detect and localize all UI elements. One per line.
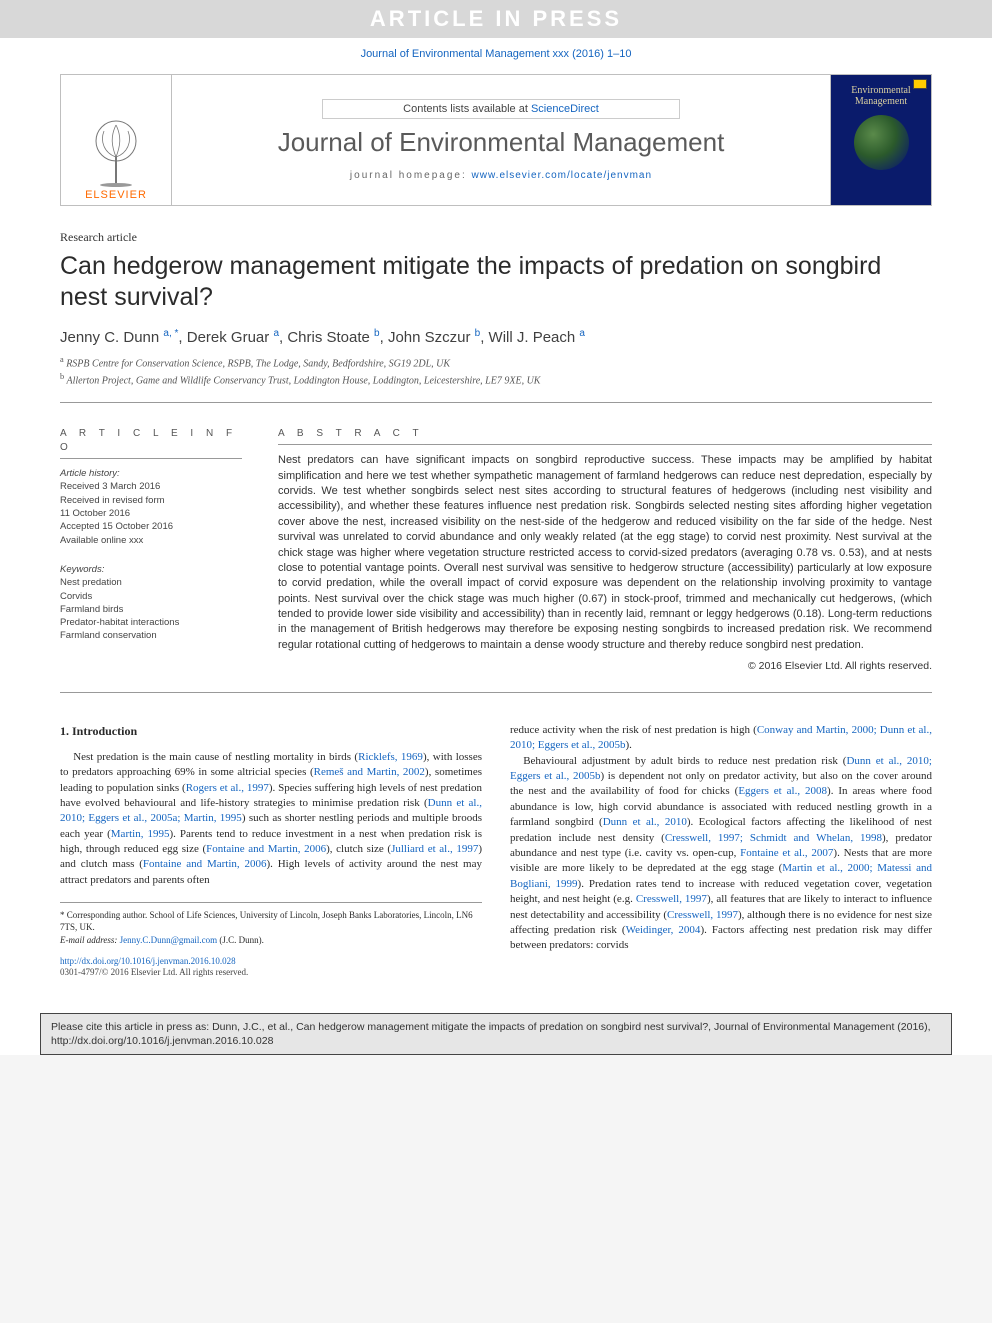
abstract-column: A B S T R A C T Nest predators can have … (260, 409, 932, 692)
author-list: Jenny C. Dunn a, *, Derek Gruar a, Chris… (60, 328, 932, 346)
issn-copyright: 0301-4797/© 2016 Elsevier Ltd. All right… (60, 967, 482, 979)
header-citation-line: Journal of Environmental Management xxx … (0, 38, 992, 74)
keyword: Farmland conservation (60, 629, 242, 642)
keyword: Predator-habitat interactions (60, 616, 242, 629)
history-line: Available online xxx (60, 534, 242, 547)
article-content: Research article Can hedgerow management… (0, 206, 992, 999)
history-line: Accepted 15 October 2016 (60, 520, 242, 533)
article-history-label: Article history: (60, 467, 242, 480)
body-paragraph: Behavioural adjustment by adult birds to… (510, 754, 932, 954)
article-info-heading: A R T I C L E I N F O (60, 427, 242, 459)
please-cite-box: Please cite this article in press as: Du… (40, 1013, 952, 1055)
publisher-wordmark: ELSEVIER (85, 189, 147, 201)
contents-lists-line: Contents lists available at ScienceDirec… (322, 99, 680, 119)
keyword: Corvids (60, 590, 242, 603)
masthead: ELSEVIER Contents lists available at Sci… (60, 74, 932, 206)
body-paragraph: reduce activity when the risk of nest pr… (510, 723, 932, 754)
cover-flag-icon (913, 79, 927, 89)
journal-homepage-line: journal homepage: www.elsevier.com/locat… (350, 170, 652, 181)
publisher-logo: ELSEVIER (61, 75, 171, 205)
info-abstract-row: A R T I C L E I N F O Article history: R… (60, 409, 932, 693)
body-column-left: 1. Introduction Nest predation is the ma… (60, 723, 482, 979)
journal-cover-thumbnail: Environmental Management (831, 75, 931, 205)
corresponding-author-footnote: * Corresponding author. School of Life S… (60, 902, 482, 945)
email-line: E-mail address: Jenny.C.Dunn@gmail.com (… (60, 934, 482, 946)
abstract-heading: A B S T R A C T (278, 427, 932, 445)
affiliations: a RSPB Centre for Conservation Science, … (60, 354, 932, 404)
article-type: Research article (60, 230, 932, 245)
keyword: Nest predation (60, 576, 242, 589)
abstract-copyright: © 2016 Elsevier Ltd. All rights reserved… (278, 659, 932, 674)
article-title: Can hedgerow management mitigate the imp… (60, 251, 932, 314)
affiliation-b: b Allerton Project, Game and Wildlife Co… (60, 371, 932, 388)
cover-title: Environmental Management (851, 85, 910, 107)
keyword: Farmland birds (60, 603, 242, 616)
journal-homepage-link[interactable]: www.elsevier.com/locate/jenvman (472, 170, 653, 181)
body-paragraph: Nest predation is the main cause of nest… (60, 750, 482, 889)
history-line: Received in revised form (60, 494, 242, 507)
doi-link[interactable]: http://dx.doi.org/10.1016/j.jenvman.2016… (60, 956, 482, 968)
article-in-press-banner: ARTICLE IN PRESS (0, 0, 992, 38)
doi-issn-block: http://dx.doi.org/10.1016/j.jenvman.2016… (60, 956, 482, 979)
section-heading: 1. Introduction (60, 723, 482, 740)
masthead-center: Contents lists available at ScienceDirec… (171, 75, 831, 205)
corr-email-link[interactable]: Jenny.C.Dunn@gmail.com (120, 935, 217, 945)
elsevier-tree-icon (86, 117, 146, 187)
homepage-label: journal homepage: (350, 170, 472, 181)
abstract-text: Nest predators can have significant impa… (278, 453, 932, 653)
article-info-column: A R T I C L E I N F O Article history: R… (60, 409, 260, 692)
history-line: Received 3 March 2016 (60, 480, 242, 493)
corr-author-line: * Corresponding author. School of Life S… (60, 909, 482, 933)
page: ARTICLE IN PRESS Journal of Environmenta… (0, 0, 992, 1055)
cover-earth-icon (854, 115, 909, 170)
affiliation-a: a RSPB Centre for Conservation Science, … (60, 354, 932, 371)
sciencedirect-link[interactable]: ScienceDirect (531, 103, 599, 115)
keywords-label: Keywords: (60, 563, 242, 576)
journal-name: Journal of Environmental Management (278, 127, 725, 158)
contents-prefix: Contents lists available at (403, 103, 531, 115)
body-two-column: 1. Introduction Nest predation is the ma… (60, 723, 932, 979)
body-column-right: reduce activity when the risk of nest pr… (510, 723, 932, 979)
history-line: 11 October 2016 (60, 507, 242, 520)
